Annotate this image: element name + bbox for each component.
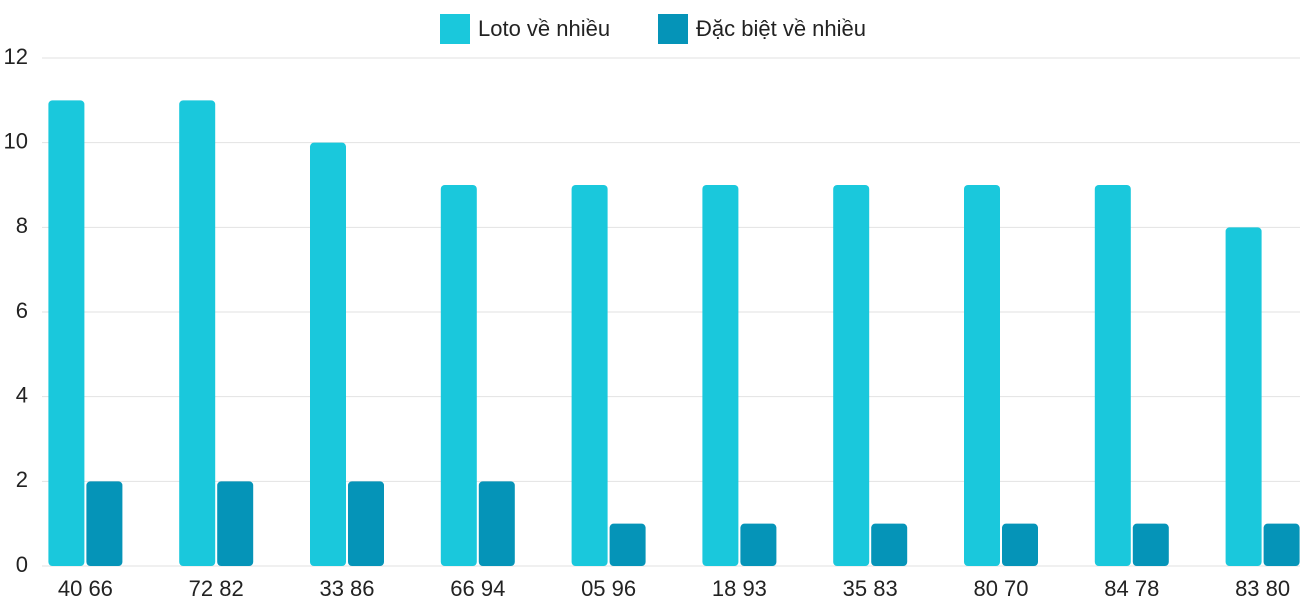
bar <box>348 481 384 566</box>
bar <box>478 481 515 566</box>
bar <box>1263 523 1300 566</box>
bar <box>702 185 739 566</box>
legend-swatch <box>658 14 688 44</box>
x-tick-label: 33 86 <box>319 576 374 600</box>
bar <box>179 100 216 566</box>
x-tick-label: 18 93 <box>712 576 767 600</box>
y-tick-label: 2 <box>16 467 28 492</box>
bar <box>1002 523 1038 566</box>
x-tick-label: 66 94 <box>450 576 505 600</box>
bar <box>740 523 777 566</box>
y-tick-label: 12 <box>4 44 28 69</box>
bar <box>964 185 1000 566</box>
legend-label: Loto về nhiều <box>478 16 610 41</box>
bar <box>440 185 477 566</box>
y-tick-label: 0 <box>16 552 28 577</box>
bar <box>833 185 870 566</box>
x-tick-label: 80 70 <box>973 576 1028 600</box>
bar <box>217 481 254 566</box>
bar <box>86 481 123 566</box>
y-tick-label: 8 <box>16 213 28 238</box>
bar <box>609 523 646 566</box>
y-tick-label: 4 <box>16 382 28 407</box>
legend-label: Đặc biệt về nhiều <box>696 16 866 41</box>
x-tick-label: 84 78 <box>1104 576 1159 600</box>
x-tick-label: 72 82 <box>189 576 244 600</box>
bar <box>1132 523 1169 566</box>
x-tick-label: 05 96 <box>581 576 636 600</box>
bar <box>1225 227 1262 567</box>
bar <box>310 142 346 566</box>
bar <box>871 523 908 566</box>
bar <box>48 100 85 566</box>
bar <box>1094 185 1131 566</box>
x-tick-label: 83 80 <box>1235 576 1290 600</box>
legend-swatch <box>440 14 470 44</box>
x-tick-label: 40 66 <box>58 576 113 600</box>
y-tick-label: 6 <box>16 298 28 323</box>
y-tick-label: 10 <box>4 128 28 153</box>
x-tick-label: 35 83 <box>843 576 898 600</box>
bar <box>571 185 608 566</box>
